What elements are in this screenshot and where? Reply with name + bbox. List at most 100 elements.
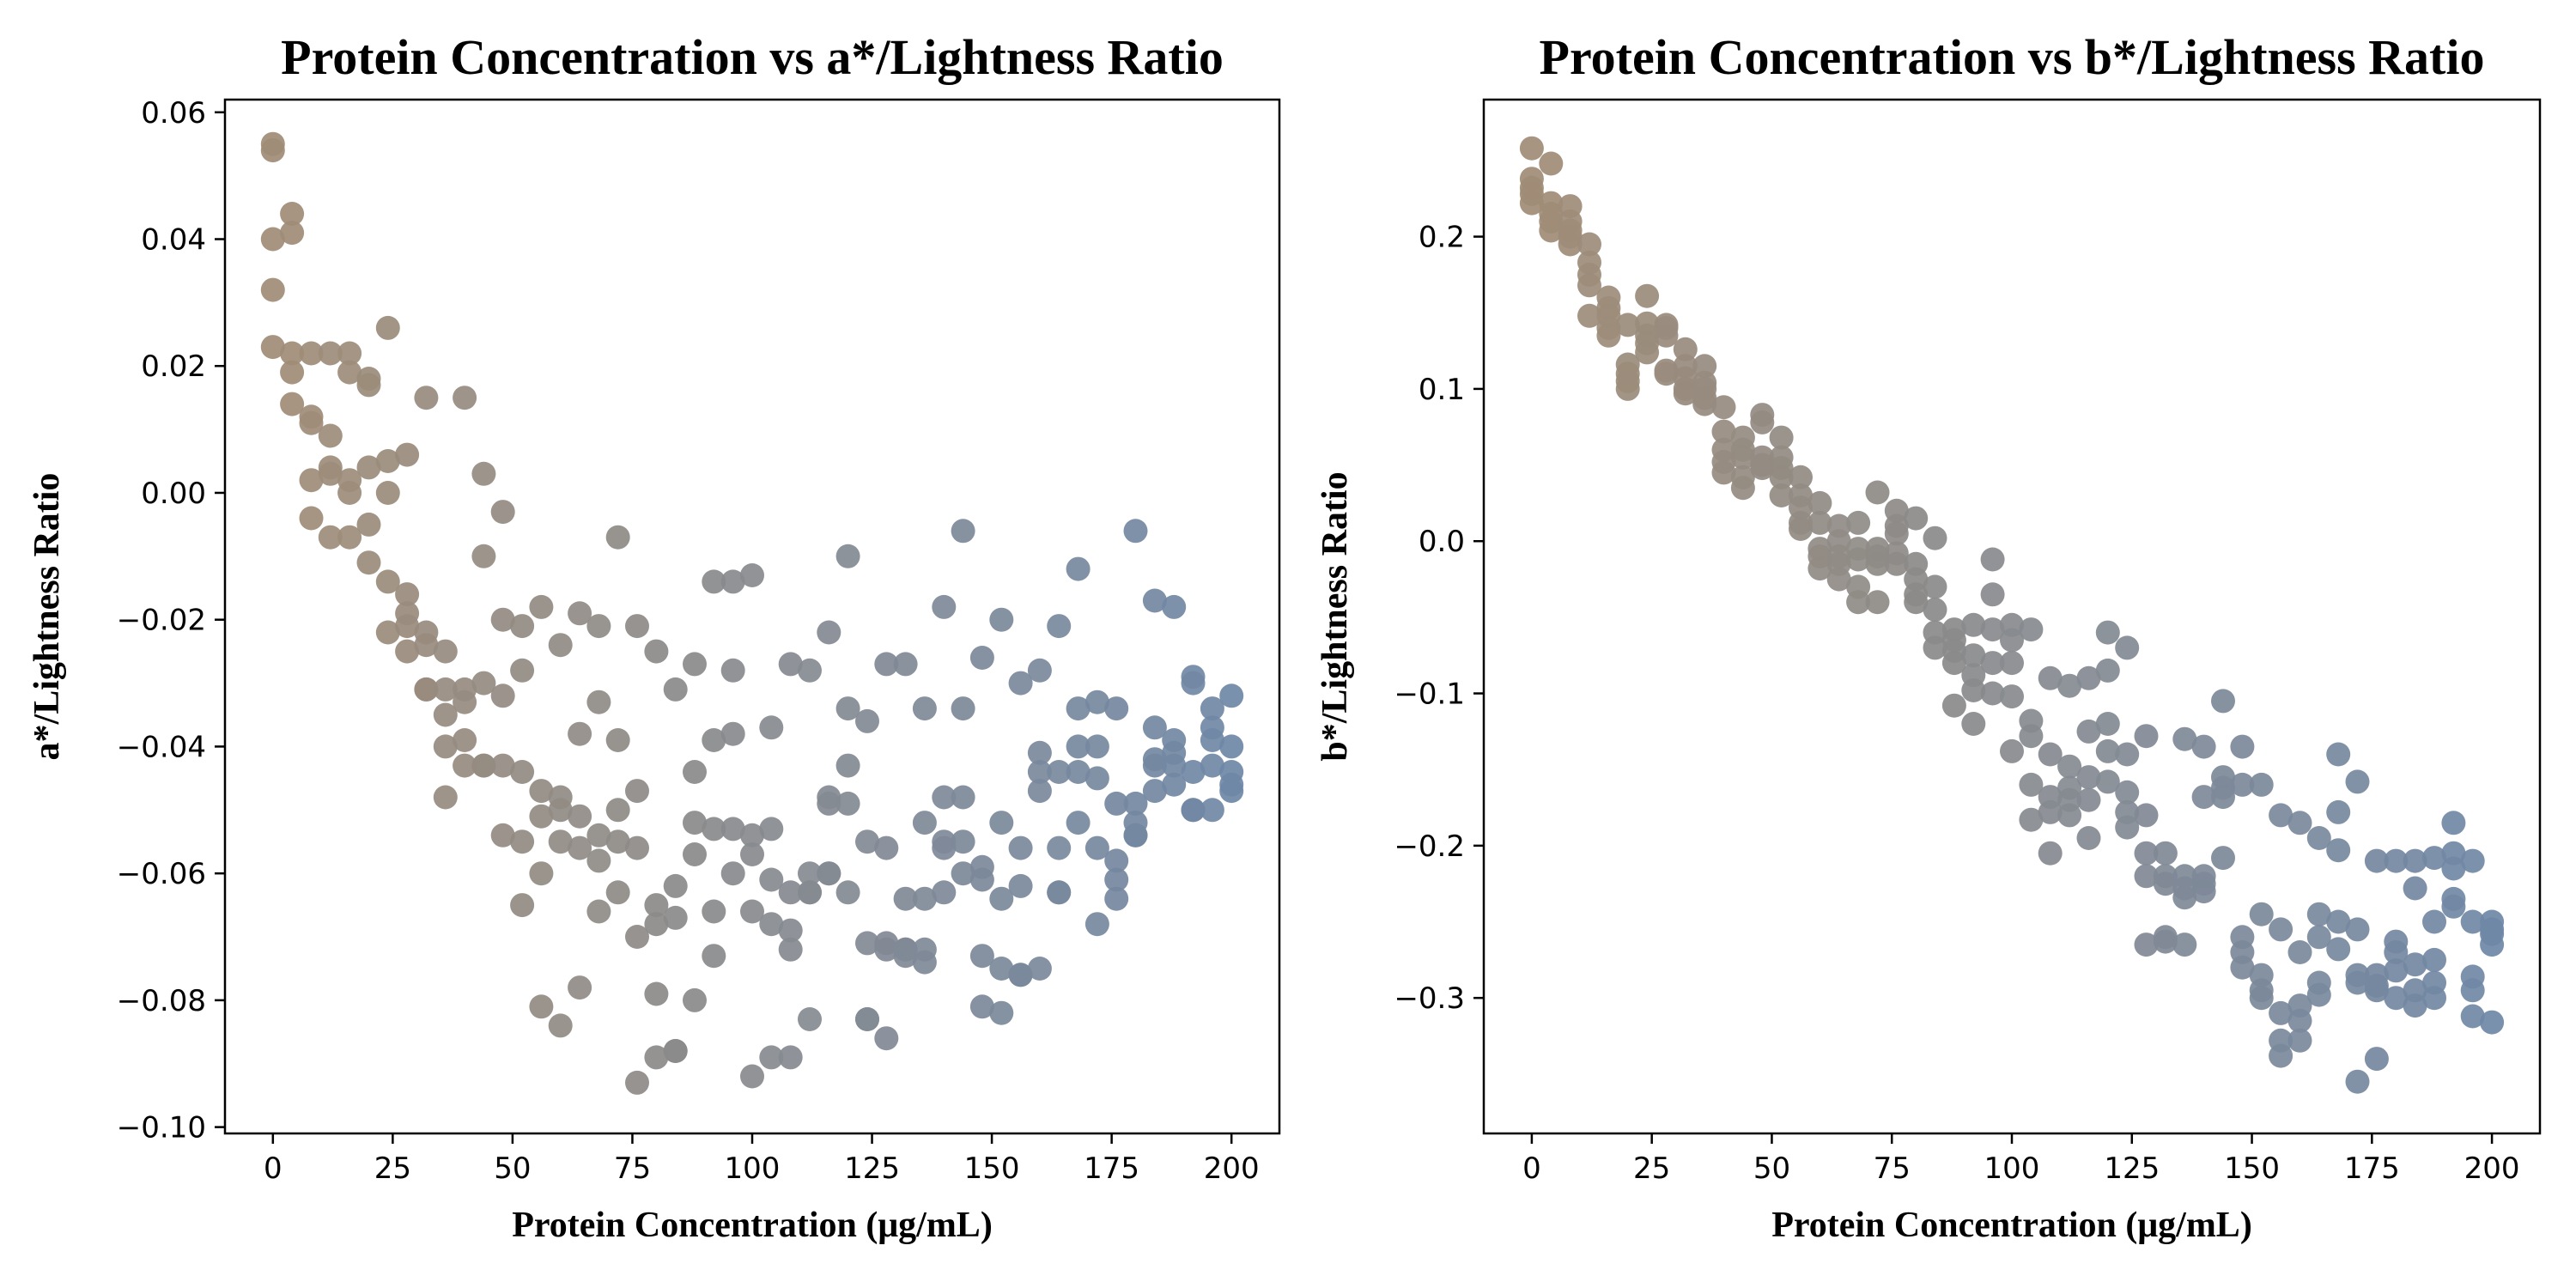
data-point [1162,772,1187,797]
data-point [2364,848,2389,873]
data-point [471,671,496,696]
data-point [740,563,764,587]
data-point [969,994,994,1019]
data-point [798,861,822,886]
data-point [759,1045,784,1070]
y-tick-label: −0.10 [117,1111,206,1145]
data-point [356,455,381,480]
data-point [1162,594,1187,619]
data-point [1200,798,1224,823]
data-point [2287,1028,2312,1053]
data-point [510,893,535,918]
data-point [529,779,554,804]
data-point [2095,712,2120,736]
data-point [720,658,745,683]
data-point [1181,671,1206,696]
data-point [453,753,477,778]
data-point [625,779,649,804]
data-point [1769,425,1794,450]
data-point [2057,754,2082,779]
data-point [835,544,860,568]
data-point [529,861,554,886]
data-point [759,715,784,740]
x-tick-label: 150 [964,1151,1020,1186]
data-point [2038,742,2063,767]
data-point [586,614,611,639]
data-point [2326,838,2351,863]
y-tick-label: 0.1 [1419,373,1465,407]
data-point [2345,1069,2370,1094]
data-point [1846,590,1871,615]
data-point [453,386,477,410]
data-point [740,823,764,848]
data-point [2076,665,2101,690]
data-point [855,1007,879,1031]
data-point [663,677,688,702]
data-point [1941,651,1966,676]
y-tick-label: −0.2 [1394,829,1465,864]
data-point [1673,381,1698,406]
data-point [1846,547,1871,572]
data-point [951,785,975,810]
data-point [1066,811,1091,835]
data-point [835,791,860,816]
data-point [395,639,420,664]
data-point [1219,734,1244,759]
data-point [510,829,535,854]
data-point [683,760,707,784]
data-point [2134,803,2159,828]
data-point [2095,738,2120,763]
data-point [1923,574,1947,599]
data-point [989,886,1014,911]
data-point [2269,803,2293,828]
data-point [568,975,592,1000]
data-point [2172,933,2197,957]
data-point [1558,232,1583,257]
data-point [2230,772,2255,797]
data-point [874,835,899,860]
data-point [1066,760,1091,784]
data-point [1730,445,1755,470]
data-point [1123,823,1148,848]
data-point [2306,826,2331,850]
y-tick-label: 0.2 [1419,221,1465,255]
data-point [1923,635,1947,660]
data-point [2480,1010,2505,1035]
data-point [893,652,918,677]
data-point [835,880,860,905]
data-point [989,957,1014,981]
data-point [1181,760,1206,784]
data-point [1181,798,1206,823]
data-point [453,728,477,752]
data-point [1104,791,1129,816]
data-point [2480,933,2505,957]
data-point [510,614,535,639]
data-point [2191,785,2216,810]
data-point [1142,753,1167,778]
data-point [260,335,285,360]
data-point [1066,696,1091,721]
data-point [778,918,803,943]
x-tick-label: 0 [264,1151,283,1186]
data-point [1961,712,1986,736]
data-point [683,811,707,835]
data-point [1615,313,1640,337]
data-point [2269,1043,2293,1068]
data-point [989,607,1014,632]
data-point [2441,811,2466,835]
data-point [2153,929,2178,954]
x-tick-label: 125 [844,1151,900,1186]
data-point [1008,671,1033,696]
data-point [2384,848,2409,873]
data-point [1200,696,1224,721]
data-point [1750,410,1775,434]
data-point [1865,551,1890,576]
data-point [2019,724,2044,749]
data-point [969,944,994,969]
data-point [1635,340,1660,365]
data-point [2326,799,2351,824]
data-point [1084,835,1109,860]
data-point [2211,846,2235,871]
data-point [1750,456,1775,481]
data-point [1807,510,1832,535]
